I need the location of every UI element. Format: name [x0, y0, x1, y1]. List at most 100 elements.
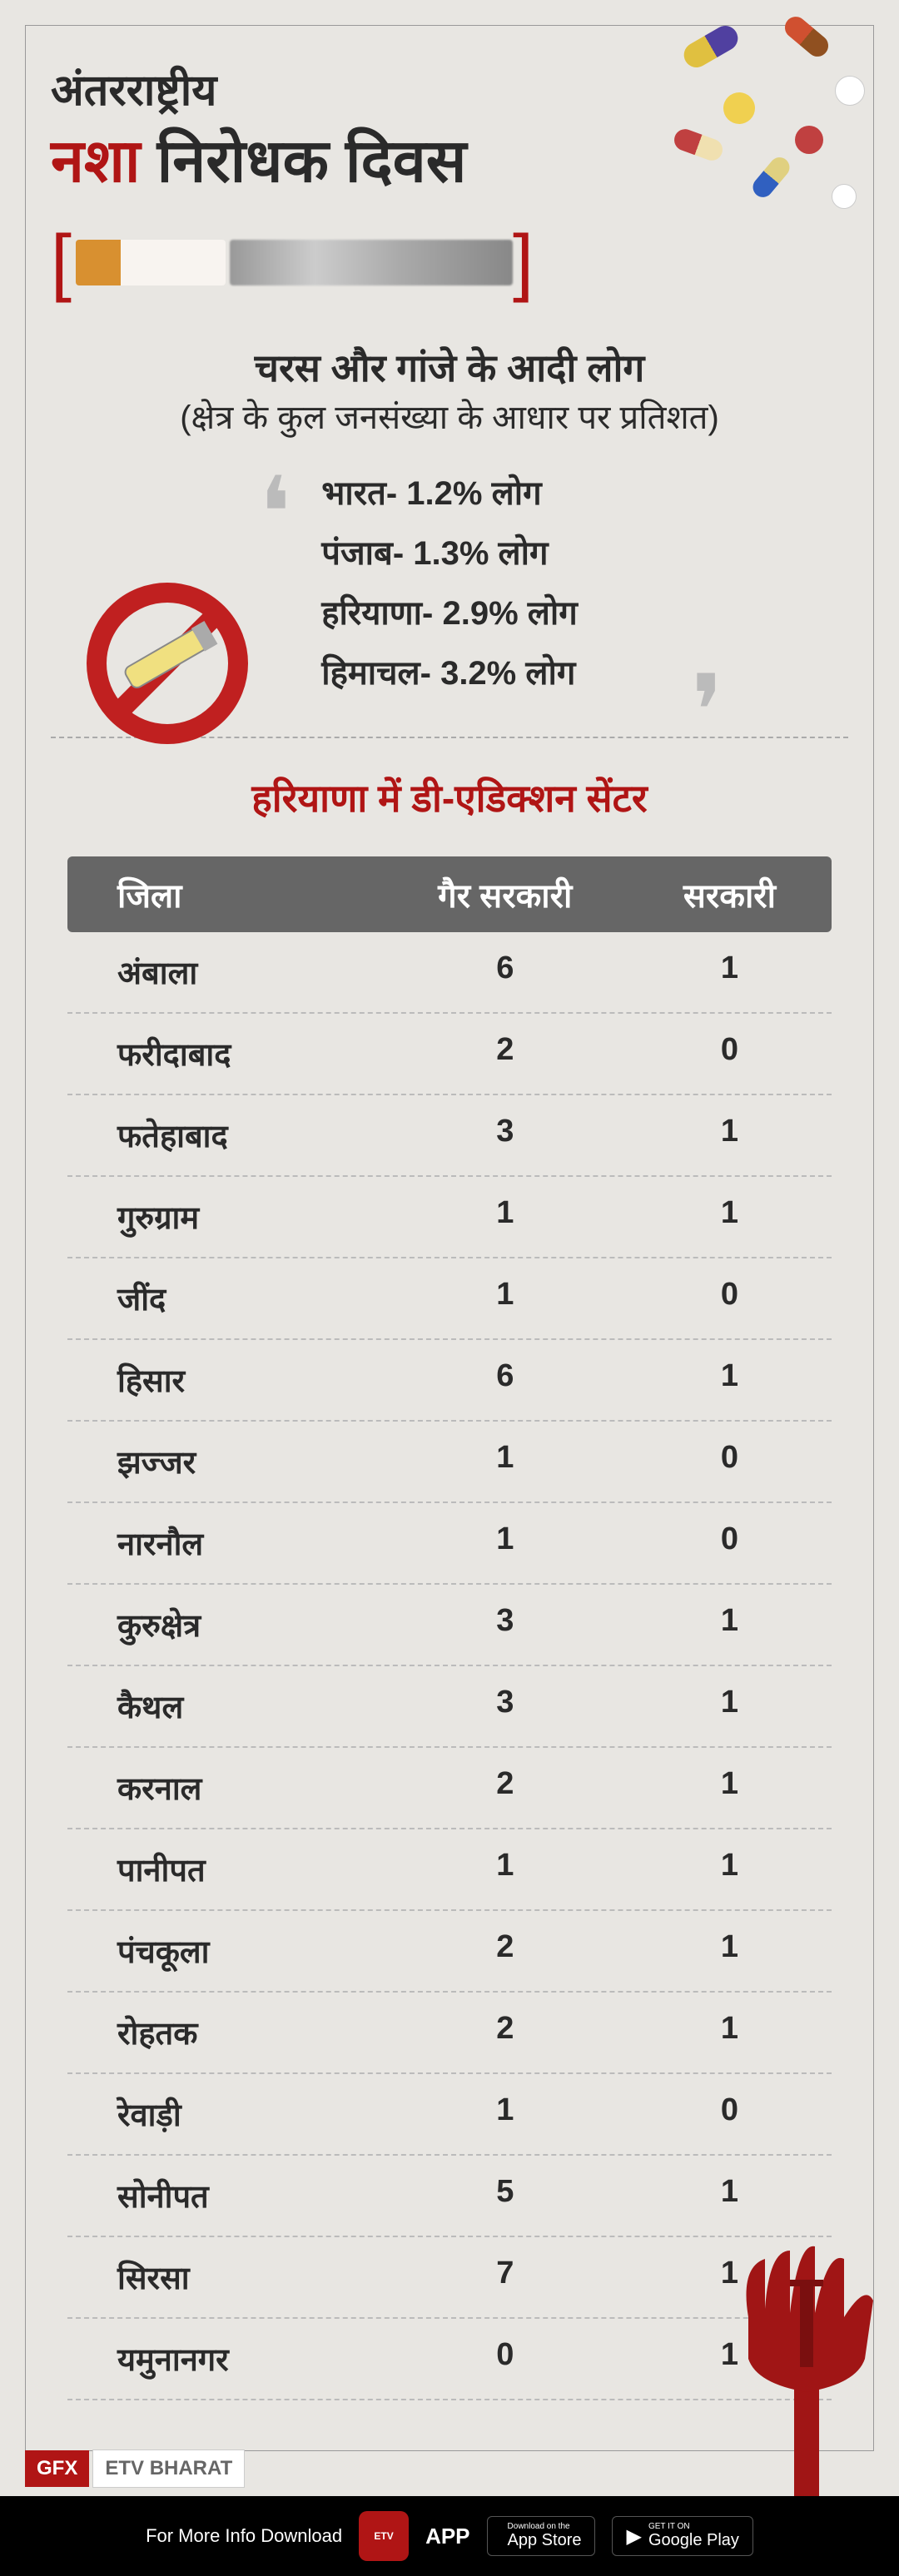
cell-district: गुरुग्राम [67, 1195, 383, 1238]
cell-govt: 1 [628, 2174, 832, 2217]
quote-open-icon: ❛ [259, 489, 291, 539]
cell-nongovt: 1 [383, 1195, 628, 1238]
table-row: गुरुग्राम 1 1 [67, 1177, 832, 1258]
cell-govt: 1 [628, 1848, 832, 1891]
cell-nongovt: 2 [383, 1766, 628, 1809]
gfx-badge: GFX [25, 2450, 89, 2487]
section-subheading: (क्षेत्र के कुल जनसंख्या के आधार पर प्रत… [51, 393, 848, 439]
cigarette-body [76, 240, 226, 285]
cell-govt: 0 [628, 1521, 832, 1565]
table-row: रेवाड़ी 1 0 [67, 2074, 832, 2156]
etv-badge: ETV BHARAT [92, 2449, 245, 2488]
play-big: Google Play [648, 2531, 739, 2550]
table-row: फतेहाबाद 3 1 [67, 1095, 832, 1177]
cell-nongovt: 1 [383, 1440, 628, 1483]
table-row: फरीदाबाद 2 0 [67, 1014, 832, 1095]
play-small: GET IT ON [648, 2522, 739, 2531]
cell-district: झज्जर [67, 1440, 383, 1483]
cell-govt: 1 [628, 1603, 832, 1646]
stat-line: भारत- 1.2% लोग [321, 464, 578, 524]
table-section-title: हरियाणा में डी-एडिक्शन सेंटर [51, 737, 848, 823]
cell-nongovt: 3 [383, 1685, 628, 1728]
cell-nongovt: 6 [383, 1358, 628, 1402]
cell-district: पानीपत [67, 1848, 383, 1891]
stats-lines: भारत- 1.2% लोगपंजाब- 1.3% लोगहरियाणा- 2.… [321, 464, 578, 703]
cell-govt: 0 [628, 1440, 832, 1483]
footer-app-label: APP [425, 2524, 469, 2549]
pill-icon [749, 153, 794, 201]
bracket-left: [ [51, 220, 72, 305]
table-header-col2: गैर सरकारी [383, 871, 628, 917]
cell-govt: 1 [628, 2011, 832, 2054]
app-logo-icon: ETV [359, 2511, 409, 2561]
appstore-big: App Store [508, 2531, 582, 2550]
pill-icon [795, 126, 823, 154]
table-body: अंबाला 6 1फरीदाबाद 2 0फतेहाबाद 3 1गुरुग्… [67, 932, 832, 2400]
cell-district: हिसार [67, 1358, 383, 1402]
cell-district: फतेहाबाद [67, 1114, 383, 1157]
cell-nongovt: 1 [383, 1521, 628, 1565]
footer-badges: GFX ETV BHARAT [0, 2441, 899, 2496]
cell-govt: 1 [628, 950, 832, 994]
table-row: पंचकूला 2 1 [67, 1911, 832, 1993]
cell-govt: 1 [628, 1114, 832, 1157]
cell-nongovt: 5 [383, 2174, 628, 2217]
cell-district: नारनौल [67, 1521, 383, 1565]
stat-line: पंजाब- 1.3% लोग [321, 524, 578, 583]
cigarette-graphic: [ ] [51, 225, 848, 300]
table-row: पानीपत 1 1 [67, 1829, 832, 1911]
play-icon: ▶ [626, 2524, 641, 2549]
quote-close-icon: ❜ [691, 687, 723, 737]
cell-govt: 1 [628, 1929, 832, 1973]
table-header: जिला गैर सरकारी सरकारी [67, 856, 832, 932]
cell-nongovt: 2 [383, 1929, 628, 1973]
table-row: सिरसा 7 1 [67, 2237, 832, 2319]
table-row: रोहतक 2 1 [67, 1993, 832, 2074]
cell-govt: 0 [628, 1032, 832, 1075]
pill-icon [679, 22, 743, 72]
title-black: निरोधक दिवस [157, 128, 467, 195]
cigarette-ash [230, 240, 513, 285]
appstore-badge[interactable]: Download on the App Store [487, 2516, 596, 2556]
cell-district: सोनीपत [67, 2174, 383, 2217]
cell-district: कुरुक्षेत्र [67, 1603, 383, 1646]
cell-nongovt: 3 [383, 1114, 628, 1157]
cell-nongovt: 3 [383, 1603, 628, 1646]
cell-govt: 1 [628, 1358, 832, 1402]
cell-district: करनाल [67, 1766, 383, 1809]
appstore-small: Download on the [508, 2522, 582, 2531]
cell-district: सिरसा [67, 2256, 383, 2299]
cell-nongovt: 2 [383, 2011, 628, 2054]
stats-block: ❛ भारत- 1.2% लोगपंजाब- 1.3% लोगहरियाणा- … [51, 464, 848, 703]
table-row: करनाल 2 1 [67, 1748, 832, 1829]
footer-bar: For More Info Download ETV APP Download … [0, 2496, 899, 2576]
bracket-right: ] [513, 220, 534, 305]
pill-icon [832, 184, 857, 209]
section-heading: चरस और गांजे के आदी लोग [51, 341, 848, 393]
table-row: हिसार 6 1 [67, 1340, 832, 1422]
table-row: सोनीपत 5 1 [67, 2156, 832, 2237]
cell-district: यमुनानगर [67, 2337, 383, 2380]
table-row: झज्जर 1 0 [67, 1422, 832, 1503]
cell-nongovt: 1 [383, 1277, 628, 1320]
cell-district: फरीदाबाद [67, 1032, 383, 1075]
pills-decoration [648, 17, 882, 226]
stat-line: हरियाणा- 2.9% लोग [321, 583, 578, 643]
cell-nongovt: 1 [383, 2092, 628, 2136]
pill-icon [835, 76, 865, 106]
cell-district: अंबाला [67, 950, 383, 994]
cell-govt: 1 [628, 1766, 832, 1809]
pill-icon [671, 127, 725, 164]
pill-icon [723, 92, 755, 124]
cell-nongovt: 7 [383, 2256, 628, 2299]
cell-nongovt: 0 [383, 2337, 628, 2380]
cell-district: कैथल [67, 1685, 383, 1728]
cell-district: रोहतक [67, 2011, 383, 2054]
table-row: नारनौल 1 0 [67, 1503, 832, 1585]
table-row: यमुनानगर 0 1 [67, 2319, 832, 2400]
no-drugs-icon [84, 580, 251, 747]
play-badge[interactable]: ▶ GET IT ON Google Play [612, 2516, 752, 2556]
footer: GFX ETV BHARAT For More Info Download ET… [0, 2441, 899, 2576]
stat-line: हिमाचल- 3.2% लोग [321, 643, 578, 703]
cell-govt: 0 [628, 1277, 832, 1320]
